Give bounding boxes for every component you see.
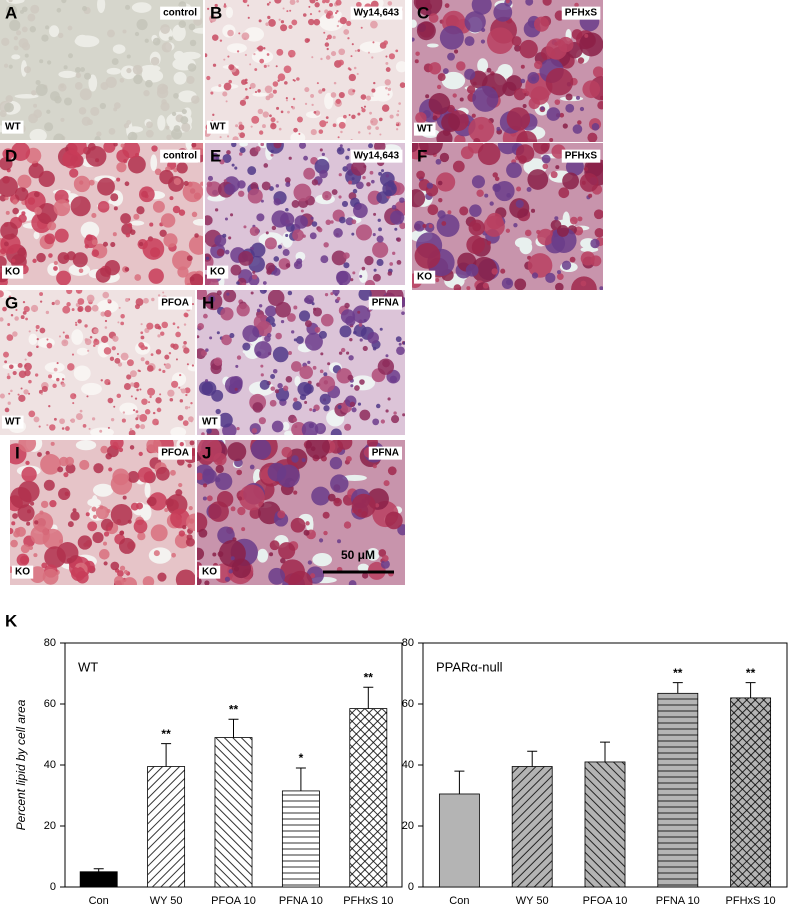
- panel-letter: G: [5, 293, 18, 312]
- genotype-label: WT: [202, 417, 218, 428]
- micrograph: I PFOA KO: [10, 440, 195, 585]
- panel-letter: B: [210, 3, 222, 22]
- error-bar: [600, 741, 610, 762]
- error-bar: [672, 682, 683, 694]
- x-tick-label: Con: [89, 895, 109, 907]
- y-tick-label: 20: [402, 820, 414, 832]
- error-bar: [745, 682, 756, 698]
- charts: 0 20 40 60 80 WT Percent lipid by cell area Con…: [14, 637, 788, 907]
- genotype-label: KO: [5, 267, 20, 278]
- micrograph: J PFNA KO: [197, 440, 405, 585]
- genotype-label: KO: [417, 272, 432, 283]
- micrograph: B Wy14,643 WT: [205, 0, 405, 140]
- y-tick-label: 40: [44, 759, 56, 771]
- bar: [214, 737, 253, 888]
- error-bar: [527, 750, 538, 767]
- bar: [438, 793, 480, 888]
- micrograph: H PFNA WT: [197, 290, 405, 435]
- x-tick-label: PFOA 10: [211, 895, 256, 907]
- treatment-label: PFNA: [372, 448, 399, 459]
- y-tick-label: 0: [408, 881, 414, 893]
- treatment-label: Wy14,643: [354, 151, 400, 162]
- significance-label: **: [161, 727, 171, 741]
- y-tick-label: 60: [402, 698, 414, 710]
- micrograph: E Wy14,643 KO: [205, 143, 405, 285]
- panel-letter: D: [5, 146, 17, 165]
- x-tick-label: PFHxS 10: [726, 895, 776, 907]
- bar-chart: 0 20 40 60 80 PPARα-null Con WY 50 PFOA 10 ** PFNA…: [402, 637, 788, 907]
- treatment-label: PFOA: [161, 298, 189, 309]
- panel-letter: J: [202, 443, 211, 462]
- bar: [79, 871, 118, 888]
- panel-letter: H: [202, 293, 214, 312]
- genotype-label: WT: [210, 122, 226, 133]
- x-tick-label: WY 50: [150, 895, 183, 907]
- error-bar: [295, 767, 306, 791]
- treatment-label: Wy14,643: [354, 8, 400, 19]
- genotype-label: KO: [15, 567, 30, 578]
- bar: [281, 790, 320, 888]
- significance-label: **: [673, 666, 683, 680]
- genotype-label: KO: [210, 267, 225, 278]
- y-tick-label: 40: [402, 759, 414, 771]
- panel-letter: E: [210, 146, 221, 165]
- significance-label: **: [229, 702, 239, 716]
- y-tick-label: 80: [402, 637, 414, 649]
- genotype-label: WT: [5, 417, 21, 428]
- error-bar: [228, 718, 239, 738]
- y-tick-label: 60: [44, 698, 56, 710]
- bar: [511, 766, 553, 888]
- bar: [730, 697, 772, 888]
- treatment-label: PFHxS: [565, 8, 598, 19]
- x-tick-label: PFOA 10: [583, 895, 628, 907]
- significance-label: **: [746, 666, 756, 680]
- panel-letter: F: [417, 146, 427, 165]
- chart-title: WT: [78, 659, 98, 674]
- error-bar: [363, 686, 374, 709]
- error-bar: [454, 770, 465, 794]
- x-tick-label: PFNA 10: [656, 895, 700, 907]
- y-tick-label: 20: [44, 820, 56, 832]
- genotype-label: WT: [417, 124, 433, 135]
- x-tick-label: WY 50: [516, 895, 549, 907]
- bar: [147, 766, 186, 888]
- treatment-label: PFOA: [161, 448, 189, 459]
- micrograph: F PFHxS KO: [412, 143, 603, 290]
- treatment-label: PFNA: [372, 298, 399, 309]
- bar-chart: 0 20 40 60 80 WT Percent lipid by cell area Con…: [14, 637, 403, 907]
- genotype-label: WT: [5, 122, 21, 133]
- error-bar: [161, 743, 172, 767]
- bar: [657, 692, 699, 888]
- significance-label: *: [299, 751, 304, 765]
- panel-letter: I: [15, 443, 20, 462]
- scale-bar-label: 50 μM: [341, 548, 375, 562]
- micrograph: G PFOA WT: [0, 290, 195, 435]
- error-bar: [93, 868, 104, 872]
- x-tick-label: PFNA 10: [279, 895, 323, 907]
- genotype-label: KO: [202, 567, 217, 578]
- chart-title: PPARα-null: [436, 659, 503, 674]
- y-axis-label: Percent lipid by cell area: [14, 699, 28, 830]
- y-tick-label: 0: [50, 881, 56, 893]
- micrograph: C PFHxS WT: [412, 0, 603, 142]
- bar: [584, 761, 626, 888]
- treatment-label: control: [163, 8, 197, 19]
- y-tick-label: 80: [44, 637, 56, 649]
- treatment-label: control: [163, 151, 197, 162]
- x-tick-label: PFHxS 10: [343, 895, 393, 907]
- panel-letter: A: [5, 3, 17, 22]
- significance-label: **: [364, 670, 374, 684]
- treatment-label: PFHxS: [565, 151, 598, 162]
- bar: [349, 708, 388, 888]
- panel-letter: K: [5, 611, 18, 630]
- x-tick-label: Con: [449, 895, 469, 907]
- panel-letter: C: [417, 3, 429, 22]
